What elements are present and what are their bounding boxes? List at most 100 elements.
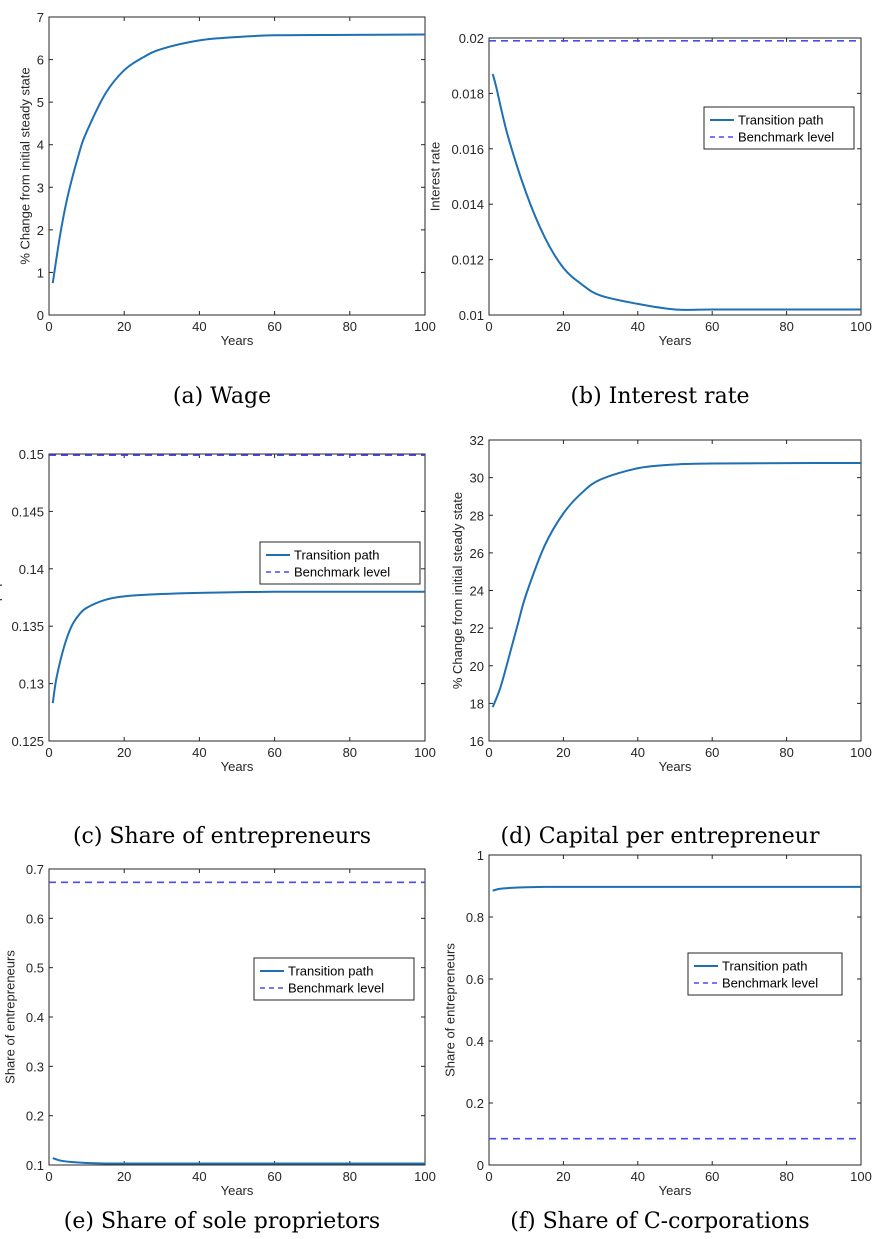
x-tick-label: 20 <box>117 1169 131 1184</box>
y-tick-label: 0.012 <box>451 253 484 268</box>
panel-caption: (b) Interest rate <box>570 384 749 409</box>
y-tick-label: 0.14 <box>19 562 44 577</box>
y-tick-label: 0.1 <box>26 1158 44 1173</box>
y-tick-label: 0.13 <box>19 677 44 692</box>
legend-label: Transition path <box>288 964 374 979</box>
plot-area <box>488 439 862 742</box>
y-tick-label: 7 <box>37 10 44 25</box>
transition-path-line <box>491 73 861 311</box>
y-axis-label: % Change from initial steady state <box>18 67 33 264</box>
y-tick-label: 0.5 <box>26 961 44 976</box>
panel-caption: (e) Share of sole proprietors <box>64 1209 380 1234</box>
y-tick-label: 26 <box>470 546 484 561</box>
y-tick-label: 0.4 <box>466 1034 484 1049</box>
x-tick-label: 20 <box>117 745 131 760</box>
x-tick-label: 20 <box>556 1169 570 1184</box>
x-tick-label: 100 <box>414 1169 436 1184</box>
y-tick-label: 0.016 <box>451 142 484 157</box>
y-tick-label: 0.2 <box>26 1109 44 1124</box>
x-tick-label: 80 <box>343 1169 357 1184</box>
plot-area <box>48 453 426 742</box>
x-tick-label: 80 <box>779 319 793 334</box>
y-tick-label: 30 <box>470 471 484 486</box>
y-tick-label: 0.01 <box>459 308 484 323</box>
x-axis-label: Years <box>659 333 692 348</box>
y-tick-label: 0.125 <box>11 734 44 749</box>
x-tick-label: 0 <box>485 745 492 760</box>
y-axis-label: Share of population <box>0 541 3 654</box>
x-tick-label: 60 <box>705 1169 719 1184</box>
y-tick-label: 0.2 <box>466 1096 484 1111</box>
chart-panel-e: 0 20 40 60 80 100 0.1 0.2 0.3 0.4 0.5 0.6 0.7 Years Sh… <box>3 862 436 1234</box>
legend-label: Transition path <box>294 548 380 563</box>
y-tick-label: 24 <box>470 584 484 599</box>
x-tick-label: 60 <box>267 319 281 334</box>
legend: Transition path Benchmark level <box>703 106 855 150</box>
y-tick-label: 0 <box>477 1158 484 1173</box>
x-axis-label: Years <box>221 1183 254 1198</box>
chart-panel-b: 0 20 40 60 80 100 0.01 0.012 0.014 0.016 0.018 0.02… <box>428 31 872 409</box>
x-tick-label: 100 <box>850 319 872 334</box>
legend-label: Benchmark level <box>722 976 818 991</box>
x-tick-label: 0 <box>485 1169 492 1184</box>
legend-box <box>253 957 415 1001</box>
x-tick-label: 40 <box>192 1169 206 1184</box>
x-tick-label: 40 <box>192 319 206 334</box>
y-tick-label: 0.014 <box>451 197 484 212</box>
x-axis-label: Years <box>659 759 692 774</box>
x-tick-label: 60 <box>267 1169 281 1184</box>
legend: Transition path Benchmark level <box>259 541 421 585</box>
chart-panel-d: 0 20 40 60 80 100 16 18 20 22 24 26 28 30 32 Years % Cha… <box>450 433 872 849</box>
y-tick-label: 0.3 <box>26 1059 44 1074</box>
chart-panel-f: 0 20 40 60 80 100 0 0.2 0.4 0.6 0.8 1 Years Share of … <box>443 848 872 1234</box>
y-tick-label: 6 <box>37 53 44 68</box>
transition-path-line <box>492 885 861 892</box>
y-tick-label: 0.6 <box>26 911 44 926</box>
x-tick-label: 100 <box>850 1169 872 1184</box>
y-tick-label: 16 <box>470 734 484 749</box>
y-tick-label: 3 <box>37 180 44 195</box>
y-tick-label: 0.6 <box>466 972 484 987</box>
x-tick-label: 80 <box>779 1169 793 1184</box>
y-tick-label: 4 <box>37 138 44 153</box>
legend-label: Benchmark level <box>288 981 384 996</box>
x-tick-label: 60 <box>705 745 719 760</box>
chart-panel-a: 0 20 40 60 80 100 0 1 2 3 4 5 6 7 Years % Change from i… <box>18 10 436 409</box>
panel-caption: (a) Wage <box>173 384 271 409</box>
x-tick-label: 100 <box>850 745 872 760</box>
y-axis-label: % Change from initial steady state <box>450 492 465 689</box>
x-tick-label: 60 <box>267 745 281 760</box>
x-tick-label: 100 <box>414 745 436 760</box>
x-tick-label: 20 <box>556 745 570 760</box>
y-tick-label: 0.8 <box>466 910 484 925</box>
y-tick-label: 0.018 <box>451 86 484 101</box>
y-tick-label: 2 <box>37 223 44 238</box>
y-tick-label: 5 <box>37 95 44 110</box>
x-tick-label: 20 <box>556 319 570 334</box>
legend-box <box>703 106 855 150</box>
y-tick-label: 0.7 <box>26 862 44 877</box>
transition-path-line <box>491 461 862 708</box>
panel-caption: (d) Capital per entrepreneur <box>501 824 820 849</box>
y-tick-label: 0 <box>37 308 44 323</box>
plot-area <box>488 37 862 316</box>
transition-path-line <box>52 1157 425 1165</box>
x-tick-label: 40 <box>631 319 645 334</box>
y-tick-label: 32 <box>470 433 484 448</box>
x-tick-label: 80 <box>343 319 357 334</box>
x-tick-label: 60 <box>705 319 719 334</box>
x-tick-label: 0 <box>45 745 52 760</box>
legend-box <box>687 952 843 996</box>
y-tick-label: 28 <box>470 508 484 523</box>
x-tick-label: 80 <box>779 745 793 760</box>
panel-caption: (c) Share of entrepreneurs <box>73 824 371 849</box>
legend-box <box>259 541 421 585</box>
legend-label: Benchmark level <box>738 130 834 145</box>
plot-area <box>48 16 426 316</box>
x-tick-label: 20 <box>117 319 131 334</box>
x-tick-label: 100 <box>414 319 436 334</box>
x-axis-label: Years <box>659 1183 692 1198</box>
y-axis-label: Share of entrepreneurs <box>3 950 18 1084</box>
panel-caption: (f) Share of C-corporations <box>510 1209 809 1234</box>
y-tick-label: 20 <box>470 659 484 674</box>
